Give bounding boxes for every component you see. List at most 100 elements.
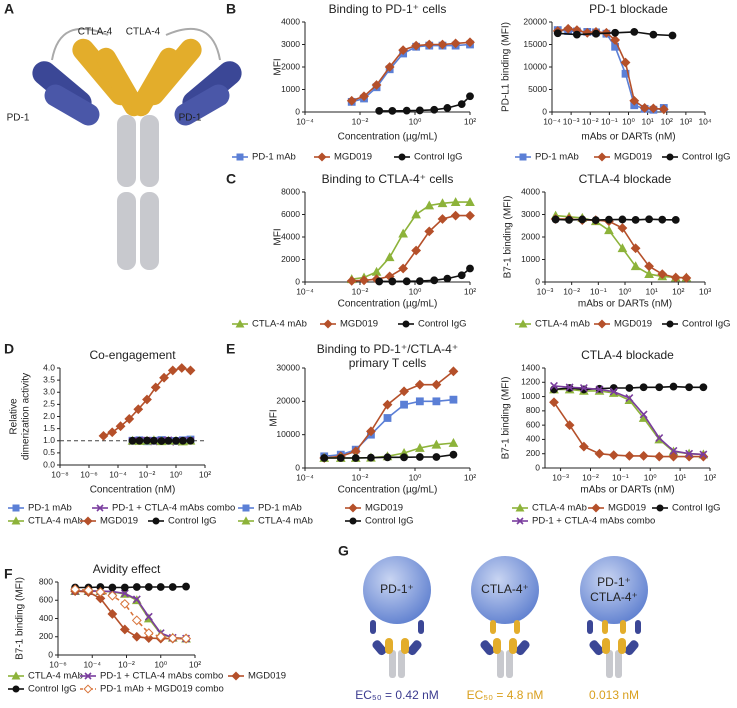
x-tick-label: 10⁴ — [698, 116, 711, 126]
data-point — [424, 200, 435, 210]
data-point — [669, 382, 678, 391]
data-point — [157, 437, 166, 445]
data-point — [320, 454, 329, 462]
x-tick-label: 10⁰ — [409, 116, 422, 126]
data-point — [131, 631, 142, 642]
data-point — [449, 395, 458, 404]
data-point — [124, 414, 135, 424]
y-tick-label: 0 — [48, 649, 53, 659]
data-point — [366, 426, 376, 437]
data-point — [415, 397, 424, 406]
legend-label: PD-1 mAb — [535, 152, 579, 163]
legend-label: MGD019 — [248, 671, 286, 682]
x-tick-label: 10⁻² — [118, 659, 135, 669]
data-point — [592, 29, 600, 38]
x-tick-label: 10⁰ — [409, 472, 422, 482]
data-point — [681, 273, 692, 283]
legend-label: PD-1 mAb — [258, 503, 302, 514]
data-point — [133, 404, 144, 415]
data-point — [631, 216, 640, 224]
x-tick-label: 10² — [464, 116, 476, 126]
series-line — [553, 401, 704, 458]
data-point — [424, 39, 435, 50]
panel-letter: A — [4, 1, 14, 17]
legend-marker — [242, 504, 250, 512]
data-point — [437, 198, 448, 208]
legend-marker — [235, 319, 245, 328]
data-point — [644, 261, 654, 272]
data-point — [465, 210, 475, 221]
data-point — [625, 384, 634, 392]
data-point — [565, 216, 573, 224]
data-point — [143, 628, 154, 639]
legend-marker — [231, 671, 241, 681]
data-point — [617, 223, 628, 233]
y-tick-label: 2.5 — [43, 399, 55, 409]
data-point — [402, 277, 411, 286]
legend-label: CTLA-4 mAb — [28, 516, 83, 527]
data-point — [119, 598, 130, 609]
data-point — [107, 427, 118, 438]
data-point — [108, 583, 117, 592]
x-tick-label: 10² — [672, 286, 684, 296]
chart-title: Avidity effect — [93, 562, 161, 576]
data-point — [578, 215, 587, 224]
data-point — [132, 583, 141, 591]
y-tick-label: 2000 — [521, 231, 540, 241]
data-point — [98, 430, 109, 441]
data-point — [608, 450, 619, 461]
data-point — [594, 448, 605, 459]
legend-label: CTLA-4 mAb — [28, 671, 83, 682]
data-point — [135, 436, 144, 445]
data-point — [411, 40, 422, 51]
data-point — [624, 450, 635, 461]
data-point — [620, 57, 631, 68]
x-tick-label: 10⁻⁸ — [51, 469, 69, 479]
x-tick-label: 10⁻³ — [537, 286, 554, 296]
chart-title: primary T cells — [349, 356, 427, 370]
data-point — [450, 210, 461, 221]
data-point — [415, 442, 425, 452]
data-point — [563, 23, 574, 34]
data-point — [95, 593, 106, 604]
y-tick-label: 20000 — [276, 396, 300, 406]
y-axis-label: Relative — [9, 398, 20, 435]
y-tick-label: 0 — [535, 276, 540, 286]
legend-label: PD-1 + CTLA-4 mAbs combo — [112, 503, 235, 514]
data-point — [367, 453, 375, 462]
legend-marker — [152, 517, 160, 525]
chart-title: PD-1 blockade — [589, 2, 668, 16]
data-point — [671, 216, 680, 224]
data-point — [621, 69, 630, 78]
x-tick-label: 10⁻² — [582, 472, 599, 482]
chart-title: CTLA-4 blockade — [579, 172, 672, 186]
data-point — [388, 277, 397, 286]
panel-letter: G — [338, 543, 349, 559]
data-point — [400, 453, 408, 462]
y-tick-label: 0 — [542, 106, 547, 116]
data-point — [156, 583, 165, 591]
y-tick-label: 400 — [526, 434, 540, 444]
data-point — [143, 633, 154, 644]
legend-label: Control IgG — [168, 516, 217, 527]
y-tick-label: 0 — [295, 106, 300, 116]
data-point — [375, 106, 384, 115]
x-tick-label: 10² — [661, 116, 673, 126]
x-tick-label: 10⁻² — [139, 469, 156, 479]
data-point — [150, 436, 158, 445]
x-tick-label: 10² — [189, 659, 201, 669]
data-point — [670, 272, 681, 283]
data-point — [351, 454, 360, 462]
legend-label: CTLA-4 mAb — [252, 319, 307, 330]
legend-marker — [83, 516, 93, 526]
data-point — [550, 381, 558, 390]
series-line — [557, 29, 664, 111]
data-point — [449, 450, 458, 459]
data-point — [411, 209, 421, 219]
data-point — [658, 215, 667, 224]
x-tick-label: 10⁻⁶ — [49, 659, 66, 669]
data-point — [551, 215, 560, 224]
x-tick-label: 10² — [704, 472, 716, 482]
data-point — [657, 269, 668, 280]
y-tick-label: 1400 — [521, 362, 540, 372]
